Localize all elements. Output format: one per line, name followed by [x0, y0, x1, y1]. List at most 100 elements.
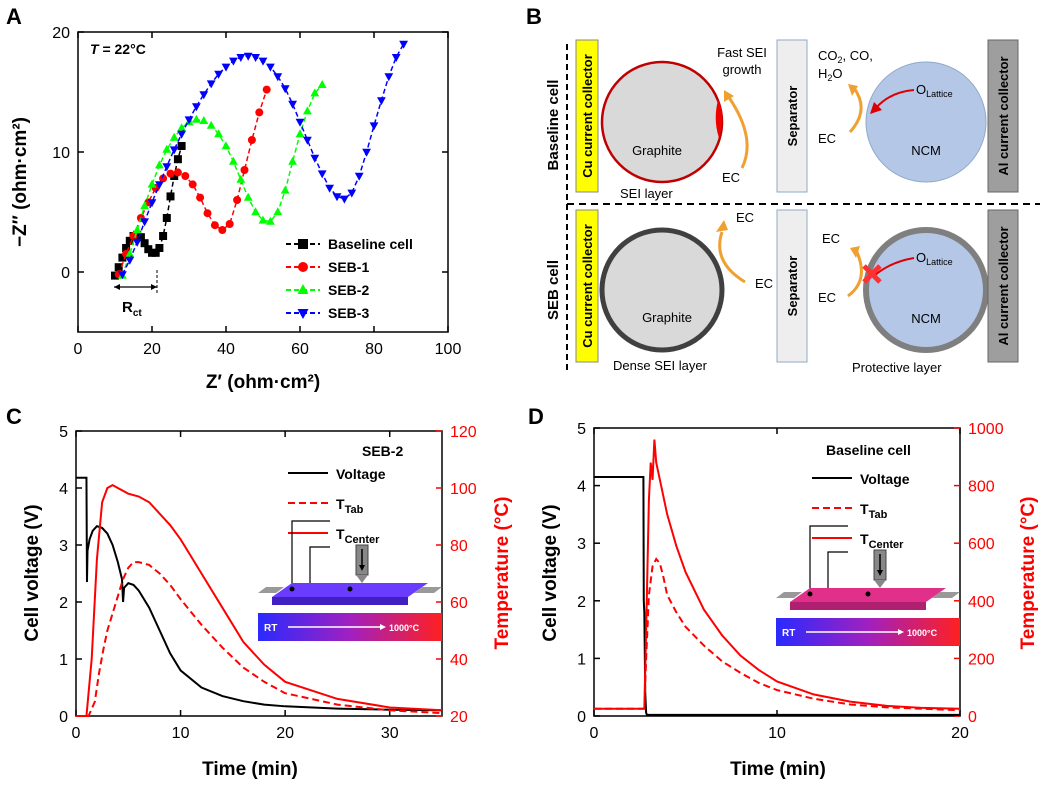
chart-d-ytick-label: 4: [577, 479, 586, 496]
fast-sei-text-1: Fast SEI: [717, 45, 767, 60]
data-point-seb-3: [258, 57, 268, 66]
chart-c-xtick-label: 0: [72, 725, 81, 742]
cell-tab-right: [932, 592, 960, 598]
o-lattice-bottom: OLattice: [916, 250, 953, 267]
data-point-seb-2: [132, 225, 142, 234]
data-point-seb-2: [236, 174, 246, 183]
chart-d-xtick-label: 0: [590, 725, 599, 742]
chart-d-y2tick-label: 200: [968, 651, 995, 668]
chart-c-xtick-label: 10: [172, 725, 190, 742]
chart-c-ytick-label: 4: [59, 481, 68, 498]
data-point-seb-3: [169, 146, 179, 155]
chart-c-ytick-label: 2: [59, 595, 68, 612]
data-point-seb-3: [118, 271, 127, 280]
data-point-seb-2: [295, 129, 305, 138]
cell-tab-left: [258, 587, 284, 593]
data-point-seb-2: [229, 156, 238, 165]
data-point-seb-2: [303, 106, 312, 115]
cu-collector-top: [575, 39, 599, 193]
data-point-seb-2: [221, 141, 231, 150]
data-point-seb-3: [273, 73, 283, 82]
data-point-seb-3: [295, 118, 305, 127]
panel-d-letter: D: [528, 404, 544, 429]
data-point-seb-3: [317, 170, 327, 179]
chart-d-xtick-label: 10: [768, 725, 786, 742]
data-point-seb-3: [280, 85, 290, 94]
ec-label-1: EC: [722, 170, 740, 185]
data-point-seb-3: [229, 57, 238, 66]
chart-d-y2label: Temperature (°C): [1018, 497, 1039, 650]
data-point-seb-1: [196, 193, 205, 202]
chart-a-xlabel: Z′ (ohm·cm²): [206, 372, 320, 393]
data-point-baseline-cell: [118, 253, 127, 262]
chart-a: 0 20 40 60 80 100 0 10 20 T = 22°C Rct Baseline …: [10, 25, 461, 393]
data-point-seb-3: [199, 91, 209, 100]
ec-label-5: EC: [822, 231, 840, 246]
legend-label-baseline-cell: Baseline cell: [328, 236, 413, 252]
data-point-seb-1: [159, 174, 168, 183]
chart-c-y2tick-label: 100: [450, 481, 477, 498]
chart-d-series-title: Baseline cell: [826, 442, 911, 458]
data-point-seb-2: [266, 216, 275, 225]
data-point-seb-1: [247, 136, 256, 144]
ec-arrowhead-top-right: [848, 84, 858, 96]
data-point-seb-2: [177, 123, 186, 132]
ncm-particle-top: [865, 61, 987, 183]
legend-marker-seb-3: [297, 309, 309, 319]
ec-label-3: EC: [755, 276, 773, 291]
cu-collector-bottom-label: Cu current collector: [580, 224, 595, 348]
graphite-label-top: Graphite: [632, 143, 682, 158]
chart-d-xlabel: Time (min): [730, 759, 826, 780]
legend-marker-baseline-cell: [298, 239, 308, 249]
thermocouple-tip-center: [347, 586, 353, 592]
chart-a-xtick-label: 0: [74, 341, 83, 358]
data-point-seb-3: [140, 218, 149, 227]
data-point-seb-1: [233, 196, 242, 204]
ec-arrow-top-left: [726, 95, 749, 169]
series-line-t-center: [76, 484, 443, 717]
data-point-seb-1: [210, 221, 219, 230]
thermocouple-lead-tab: [809, 525, 848, 590]
legend-label-voltage: Voltage: [336, 466, 386, 482]
legend-label-ttab: TTab: [336, 496, 364, 516]
separator-top-label: Separator: [785, 86, 800, 147]
data-point-seb-3: [236, 54, 246, 62]
separator-bottom-label: Separator: [785, 256, 800, 317]
data-point-seb-2: [214, 129, 223, 138]
data-point-seb-3: [214, 70, 223, 79]
chart-d-y2tick-label: 800: [968, 479, 995, 496]
panel-b-letter: B: [526, 4, 542, 29]
separator-bottom: [776, 209, 808, 363]
data-point-seb-3: [391, 54, 401, 62]
data-point-seb-3: [251, 54, 260, 62]
data-point-seb-2: [243, 192, 253, 201]
chart-c-y2label: Temperature (°C): [492, 497, 513, 650]
ec-arrow-bottom-right: [847, 249, 863, 298]
data-point-seb-3: [332, 193, 342, 202]
cell-tab-right: [414, 587, 442, 593]
data-point-seb-3: [354, 172, 364, 181]
chart-a-xtick-label: 100: [435, 341, 462, 358]
chart-c-ytick-label: 1: [59, 652, 68, 669]
data-point-seb-1: [181, 172, 190, 180]
data-point-seb-1: [225, 220, 234, 228]
data-point-seb-2: [169, 132, 179, 141]
data-point-seb-1: [203, 209, 212, 218]
data-point-seb-3: [303, 136, 312, 145]
series-line-seb-2: [121, 84, 323, 276]
chart-c-ytick-label: 3: [59, 538, 68, 555]
cu-collector-bottom: [575, 209, 599, 363]
rct-label: Rct: [122, 299, 142, 319]
data-point-seb-3: [243, 52, 253, 61]
chart-d-xtick-label: 20: [951, 725, 969, 742]
ncm-label-bottom: NCM: [911, 311, 941, 326]
nail-arrowhead: [359, 565, 365, 571]
data-point-baseline-cell: [166, 192, 175, 201]
cell-slab-side: [272, 597, 408, 605]
data-point-baseline-cell: [125, 236, 134, 245]
chart-c-ylabel: Cell voltage (V): [22, 504, 43, 641]
legend-label-seb-2: SEB-2: [328, 282, 369, 298]
data-point-seb-2: [155, 160, 164, 169]
thermocouple-tip-tab: [807, 591, 813, 597]
